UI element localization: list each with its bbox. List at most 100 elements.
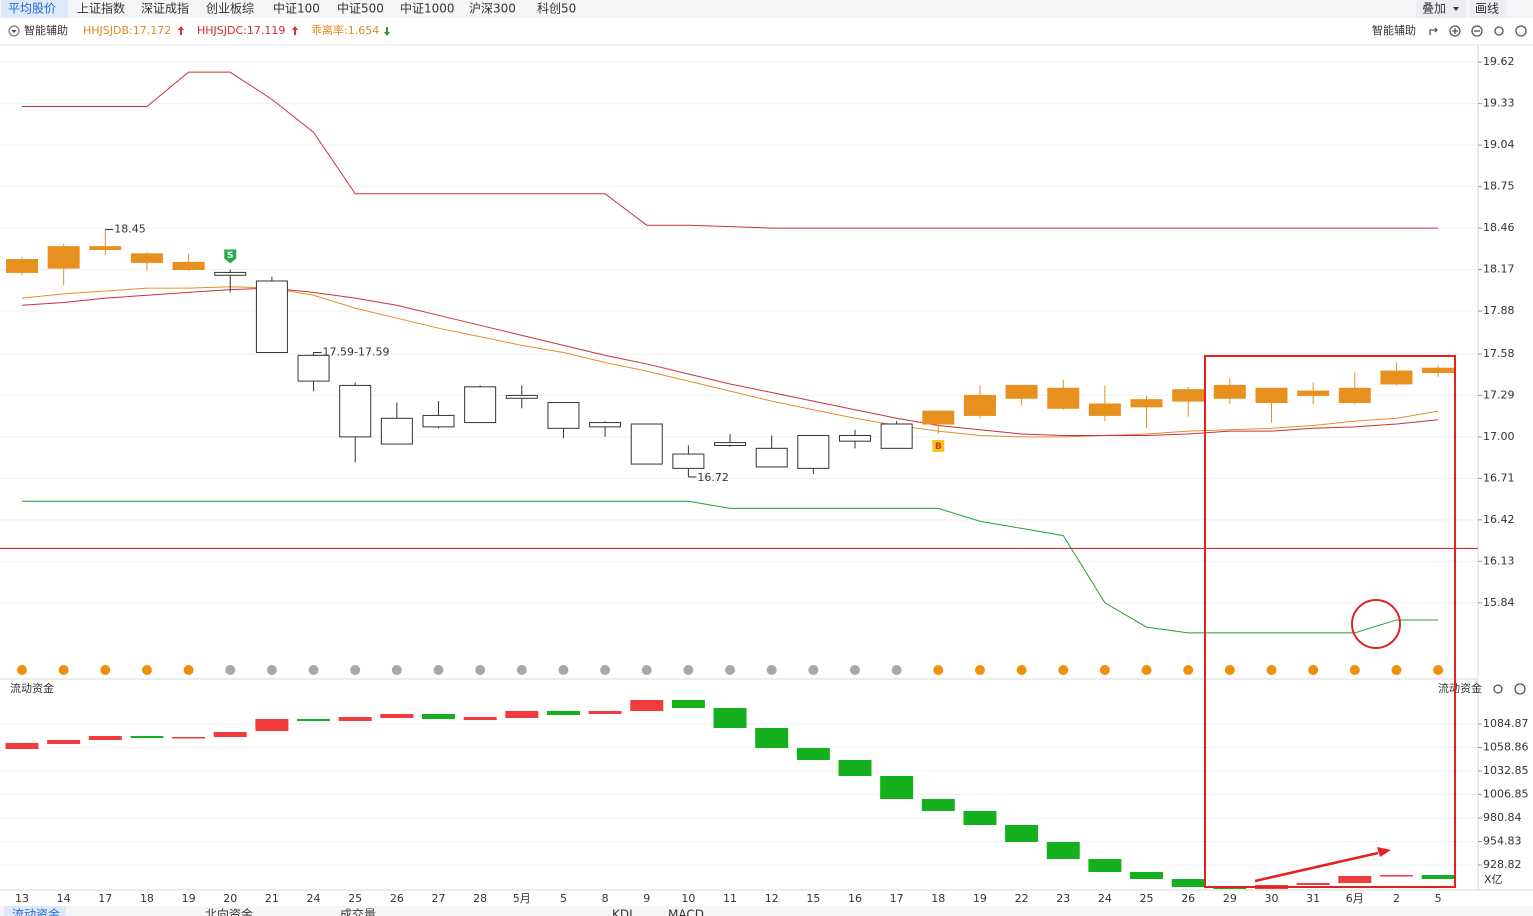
indicator-hhjsjdb: HHJSJDB:17.172 xyxy=(83,24,171,37)
bottom-tab[interactable]: 流动资金 xyxy=(12,907,60,916)
up-arrow xyxy=(292,26,298,35)
status-dot xyxy=(1141,665,1152,675)
x-tick-label: 11 xyxy=(723,892,737,905)
status-dot xyxy=(1183,665,1194,675)
tab[interactable]: 科创50 xyxy=(537,2,576,16)
status-dot xyxy=(600,665,611,675)
status-dot xyxy=(1016,665,1027,675)
x-tick-label: 5月 xyxy=(513,892,531,905)
high-label: 17.59-17.59 xyxy=(323,346,390,359)
y-tick-label: 16.71 xyxy=(1483,471,1515,484)
collapse-icon[interactable] xyxy=(8,25,20,37)
draw-button[interactable]: 画线 xyxy=(1475,2,1499,16)
help-icon[interactable] xyxy=(1515,25,1527,37)
y-tick-label: 19.62 xyxy=(1483,55,1515,68)
x-tick-label: 5 xyxy=(560,892,567,905)
settings-icon[interactable] xyxy=(1494,26,1504,36)
x-tick-label: 6月 xyxy=(1346,892,1364,905)
buy-signal: B xyxy=(935,442,942,452)
tab[interactable]: 平均股价 xyxy=(8,2,56,16)
candle-body xyxy=(797,434,830,469)
bottom-tab[interactable]: MACD xyxy=(668,908,704,916)
y-unit: X亿 xyxy=(1484,873,1503,886)
add-icon[interactable] xyxy=(1449,25,1461,37)
tab[interactable]: 沪深300 xyxy=(469,2,516,16)
x-tick-label: 15 xyxy=(806,892,820,905)
candle-body xyxy=(839,434,871,442)
x-tick-label: 25 xyxy=(1140,892,1154,905)
candle-body xyxy=(339,384,372,438)
candle-body xyxy=(630,423,663,465)
x-tick-label: 8 xyxy=(602,892,609,905)
bottom-tabs: 流动资金 北向资金 成交量 KDJ MACD xyxy=(12,907,704,916)
tab[interactable]: 上证指数 xyxy=(77,1,125,16)
fund-bar xyxy=(1005,824,1039,842)
fund-bar xyxy=(671,699,705,708)
status-dot xyxy=(225,665,236,675)
fund-bar xyxy=(338,716,372,721)
active-bottom-tab xyxy=(4,906,66,916)
indicator-label[interactable]: 智能辅助 xyxy=(24,23,68,37)
fund-bar xyxy=(921,798,955,811)
status-dot xyxy=(433,665,444,675)
fund-bar xyxy=(546,710,580,715)
x-tick-label: 23 xyxy=(1056,892,1070,905)
status-dot xyxy=(891,665,902,675)
share-icon[interactable] xyxy=(1429,27,1438,35)
status-dot xyxy=(641,665,652,675)
candle-body xyxy=(1088,403,1121,416)
fund-bar xyxy=(422,713,455,719)
bottom-tab[interactable]: 成交量 xyxy=(340,907,376,916)
settings-icon[interactable] xyxy=(1493,684,1503,694)
trend-arrow xyxy=(1254,851,1379,883)
status-dot xyxy=(1349,665,1360,675)
x-tick-label: 24 xyxy=(307,892,321,905)
bottom-tab[interactable]: KDJ xyxy=(612,908,633,916)
tab[interactable]: 创业板综 xyxy=(206,2,254,16)
status-dot xyxy=(1224,665,1235,675)
fund-bar xyxy=(963,810,997,825)
buy-signal-marker xyxy=(932,440,945,453)
x-tick-label: 16 xyxy=(848,892,862,905)
status-dot xyxy=(1308,665,1319,675)
x-tick-label: 2 xyxy=(1393,892,1400,905)
fund-bar xyxy=(1130,871,1164,879)
status-dot xyxy=(391,665,402,675)
tab[interactable]: 中证1000 xyxy=(400,1,455,16)
fund-bar xyxy=(172,736,206,739)
tab[interactable]: 中证500 xyxy=(337,1,384,16)
x-tick-label: 14 xyxy=(57,892,71,905)
overlay-button[interactable]: 叠加 xyxy=(1422,2,1446,16)
y-tick-label: 18.17 xyxy=(1483,263,1515,276)
x-tick-label: 13 xyxy=(15,892,29,905)
status-dot xyxy=(17,665,27,675)
candle-body xyxy=(589,422,622,428)
status-dot xyxy=(933,665,944,675)
candle-body xyxy=(755,447,788,468)
fund-bar xyxy=(713,707,747,728)
status-dot xyxy=(974,665,985,675)
fund-bar xyxy=(380,713,414,718)
fund-bar xyxy=(130,735,164,738)
fund-bar xyxy=(1421,874,1455,879)
x-tick-label: 18 xyxy=(931,892,945,905)
tab[interactable]: 深证成指 xyxy=(141,1,189,16)
y-tick-label: 17.29 xyxy=(1483,388,1515,401)
x-tick-label: 17 xyxy=(890,892,904,905)
toolbar-icons xyxy=(1429,25,1527,37)
candle-body xyxy=(1338,387,1371,404)
status-dot xyxy=(266,665,277,675)
remove-icon[interactable] xyxy=(1471,25,1483,37)
x-tick-label: 20 xyxy=(223,892,237,905)
candle-body xyxy=(464,386,497,424)
collapse-arrow xyxy=(11,30,17,33)
candle-body xyxy=(297,354,330,382)
indicator-line xyxy=(22,500,1439,634)
fund-bar xyxy=(505,710,539,718)
y-tick-label: 17.88 xyxy=(1483,304,1515,317)
bottom-tab[interactable]: 北向资金 xyxy=(205,907,253,916)
fund-panel-title: 流动资金 xyxy=(10,681,54,695)
x-tick-label: 25 xyxy=(348,892,362,905)
help-icon[interactable] xyxy=(1514,683,1526,695)
tab[interactable]: 中证100 xyxy=(273,1,320,16)
